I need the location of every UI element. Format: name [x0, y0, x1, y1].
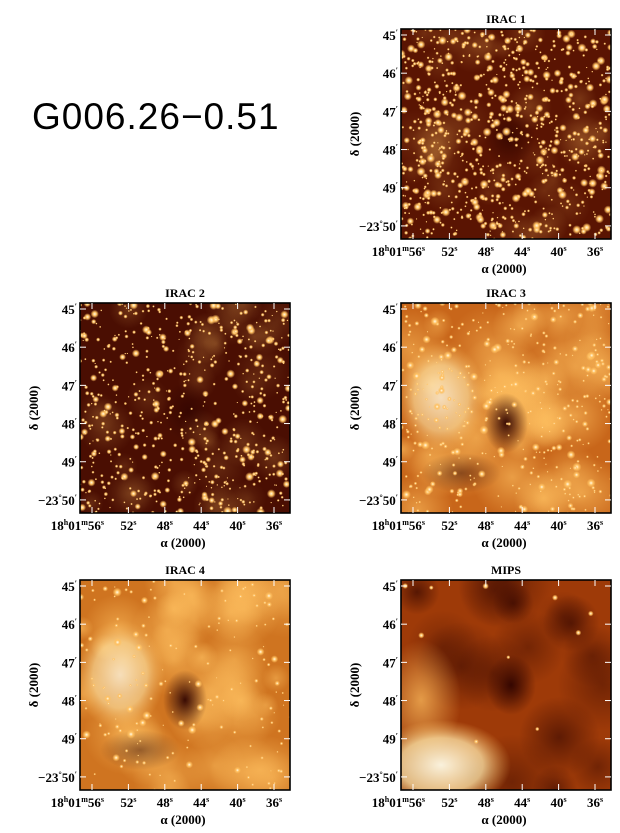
x-tick-label: 52s	[441, 795, 457, 810]
x-tick-label: 18h01m56s	[372, 518, 425, 533]
x-tick-label: 52s	[441, 518, 457, 533]
y-tick-label: −23°50′	[359, 219, 398, 234]
x-tick-label: 44s	[514, 244, 530, 259]
panel-irac2: IRAC 2 45′ 46′ 47′ 48′ 49′ −23°50′ δ (2000) 18h0…	[26, 286, 291, 550]
panel-frame	[400, 28, 612, 240]
y-tick-label: 45′	[62, 302, 77, 317]
y-tick-label: 47′	[383, 378, 398, 393]
x-tick-label: 40s	[551, 518, 567, 533]
x-tick-label: 40s	[551, 795, 567, 810]
x-tick-label: 52s	[120, 518, 136, 533]
x-tick-label: 36s	[587, 795, 603, 810]
panel-frame	[79, 579, 291, 791]
y-tick-label: 49′	[62, 732, 77, 747]
y-tick-label: 46′	[62, 617, 77, 632]
x-tick-label: 36s	[587, 518, 603, 533]
panel-irac1: IRAC 1 45′ 46′ 47′ 48′ 49′ −23°50′ δ (2000) 18h0…	[347, 12, 612, 276]
x-tick-label: 40s	[230, 795, 246, 810]
x-tick-label: 44s	[193, 518, 209, 533]
panel-irac4: IRAC 4 45′ 46′ 47′ 48′ 49′ −23°50′ δ (2000) 18h0…	[26, 563, 291, 827]
x-tick-label: 36s	[266, 795, 282, 810]
y-tick-label: 49′	[383, 181, 398, 196]
panel-title: IRAC 2	[165, 286, 205, 300]
y-tick-label: 49′	[62, 455, 77, 470]
y-tick-label: −23°50′	[359, 493, 398, 508]
image-map	[401, 303, 611, 513]
y-tick-label: 47′	[62, 378, 77, 393]
x-tick-label: 48s	[478, 244, 494, 259]
y-axis-label: δ (2000)	[26, 386, 41, 431]
x-tick-label: 44s	[514, 795, 530, 810]
y-tick-label: −23°50′	[359, 770, 398, 785]
y-axis-label: δ (2000)	[347, 112, 362, 157]
x-tick-label: 36s	[587, 244, 603, 259]
x-axis-label: α (2000)	[481, 535, 526, 550]
x-axis-label: α (2000)	[160, 812, 205, 827]
panel-frame	[79, 302, 291, 514]
y-axis-label: δ (2000)	[26, 663, 41, 708]
x-axis-label: α (2000)	[481, 261, 526, 276]
x-tick-label: 52s	[441, 244, 457, 259]
y-tick-label: 46′	[383, 617, 398, 632]
x-tick-label: 52s	[120, 795, 136, 810]
image-map	[401, 29, 611, 239]
y-tick-label: 48′	[62, 417, 77, 432]
panel-frame	[400, 302, 612, 514]
x-tick-label: 18h01m56s	[51, 518, 104, 533]
panel-title: MIPS	[491, 563, 521, 577]
x-tick-label: 48s	[157, 795, 173, 810]
y-tick-label: 49′	[383, 455, 398, 470]
y-tick-label: 48′	[62, 694, 77, 709]
y-tick-label: 46′	[383, 340, 398, 355]
x-tick-label: 48s	[157, 518, 173, 533]
x-tick-label: 48s	[478, 518, 494, 533]
x-tick-label: 40s	[230, 518, 246, 533]
y-axis-label: δ (2000)	[347, 663, 362, 708]
y-tick-label: −23°50′	[38, 770, 77, 785]
y-tick-label: 47′	[383, 104, 398, 119]
panel-title: IRAC 3	[486, 286, 526, 300]
x-axis-label: α (2000)	[160, 535, 205, 550]
y-tick-label: 49′	[383, 732, 398, 747]
y-tick-label: 48′	[383, 417, 398, 432]
panel-irac3: IRAC 3 45′ 46′ 47′ 48′ 49′ −23°50′ δ (2000) 18h0…	[347, 286, 612, 550]
panel-title: IRAC 4	[165, 563, 205, 577]
y-tick-label: 45′	[62, 579, 77, 594]
x-tick-label: 36s	[266, 518, 282, 533]
y-tick-label: 46′	[62, 340, 77, 355]
source-name-title: G006.26−0.51	[32, 96, 280, 137]
y-tick-label: −23°50′	[38, 493, 77, 508]
y-tick-label: 48′	[383, 694, 398, 709]
x-tick-label: 18h01m56s	[372, 244, 425, 259]
panel-title: IRAC 1	[486, 12, 526, 26]
image-map	[80, 580, 290, 790]
y-tick-label: 47′	[383, 655, 398, 670]
y-tick-label: 45′	[383, 28, 398, 43]
x-tick-label: 48s	[478, 795, 494, 810]
y-tick-label: 48′	[383, 143, 398, 158]
image-map	[80, 303, 290, 513]
x-axis-label: α (2000)	[481, 812, 526, 827]
y-tick-label: 46′	[383, 66, 398, 81]
y-tick-label: 45′	[383, 302, 398, 317]
panel-frame	[400, 579, 612, 791]
x-tick-label: 44s	[193, 795, 209, 810]
image-map	[401, 580, 611, 790]
y-tick-label: 45′	[383, 579, 398, 594]
x-tick-label: 44s	[514, 518, 530, 533]
x-tick-label: 18h01m56s	[372, 795, 425, 810]
panel-mips: MIPS 45′ 46′ 47′ 48′ 49′ −23°50′ δ (2000) 18h01m…	[347, 563, 612, 827]
y-tick-label: 47′	[62, 655, 77, 670]
x-tick-label: 40s	[551, 244, 567, 259]
y-axis-label: δ (2000)	[347, 386, 362, 431]
x-tick-label: 18h01m56s	[51, 795, 104, 810]
